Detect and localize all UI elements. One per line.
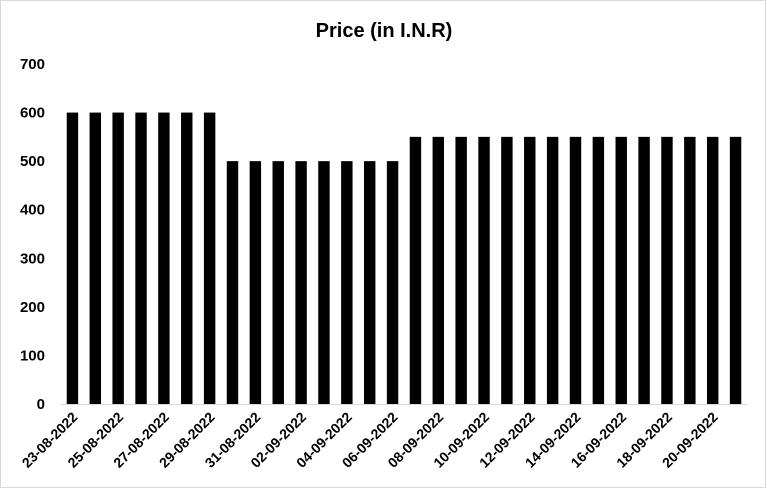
bar: [729, 136, 742, 405]
bar: [661, 136, 673, 405]
y-tick-label: 600: [20, 105, 45, 122]
y-tick-label: 100: [20, 347, 45, 364]
bar: [341, 161, 353, 404]
y-tick-label: 0: [37, 396, 45, 413]
bar: [249, 161, 262, 404]
bar: [226, 161, 239, 404]
y-tick-label: 200: [20, 299, 45, 316]
bar: [295, 161, 307, 404]
bar: [501, 136, 513, 405]
y-tick-label: 700: [20, 56, 45, 73]
bar: [318, 161, 330, 404]
bar: [135, 112, 147, 404]
bar: [569, 136, 582, 405]
bar: [89, 112, 102, 404]
bar: [386, 161, 399, 404]
bar: [112, 112, 124, 404]
bar: [478, 136, 490, 405]
bar: [272, 161, 284, 404]
chart-title: Price (in I.N.R): [316, 20, 453, 42]
bar: [181, 112, 193, 404]
y-tick-label: 500: [20, 153, 45, 170]
bar: [66, 112, 79, 404]
bar: [546, 136, 559, 405]
bar: [706, 136, 719, 405]
bar: [615, 136, 627, 405]
bar: [455, 136, 467, 405]
bar: [409, 136, 422, 405]
bar: [363, 161, 376, 404]
bar: [432, 136, 445, 405]
bar: [592, 136, 605, 405]
bar: [638, 136, 650, 405]
y-axis-ticks: 0 100 200 300 400 500 600 700: [20, 56, 45, 413]
bar: [203, 112, 216, 404]
y-tick-label: 300: [20, 250, 45, 267]
bar-series: [66, 112, 742, 405]
bar: [684, 136, 696, 405]
x-axis-ticks: 23-08-202225-08-202227-08-202229-08-2022…: [19, 409, 721, 471]
bar: [524, 136, 536, 405]
bar: [158, 112, 170, 404]
y-tick-label: 400: [20, 202, 45, 219]
